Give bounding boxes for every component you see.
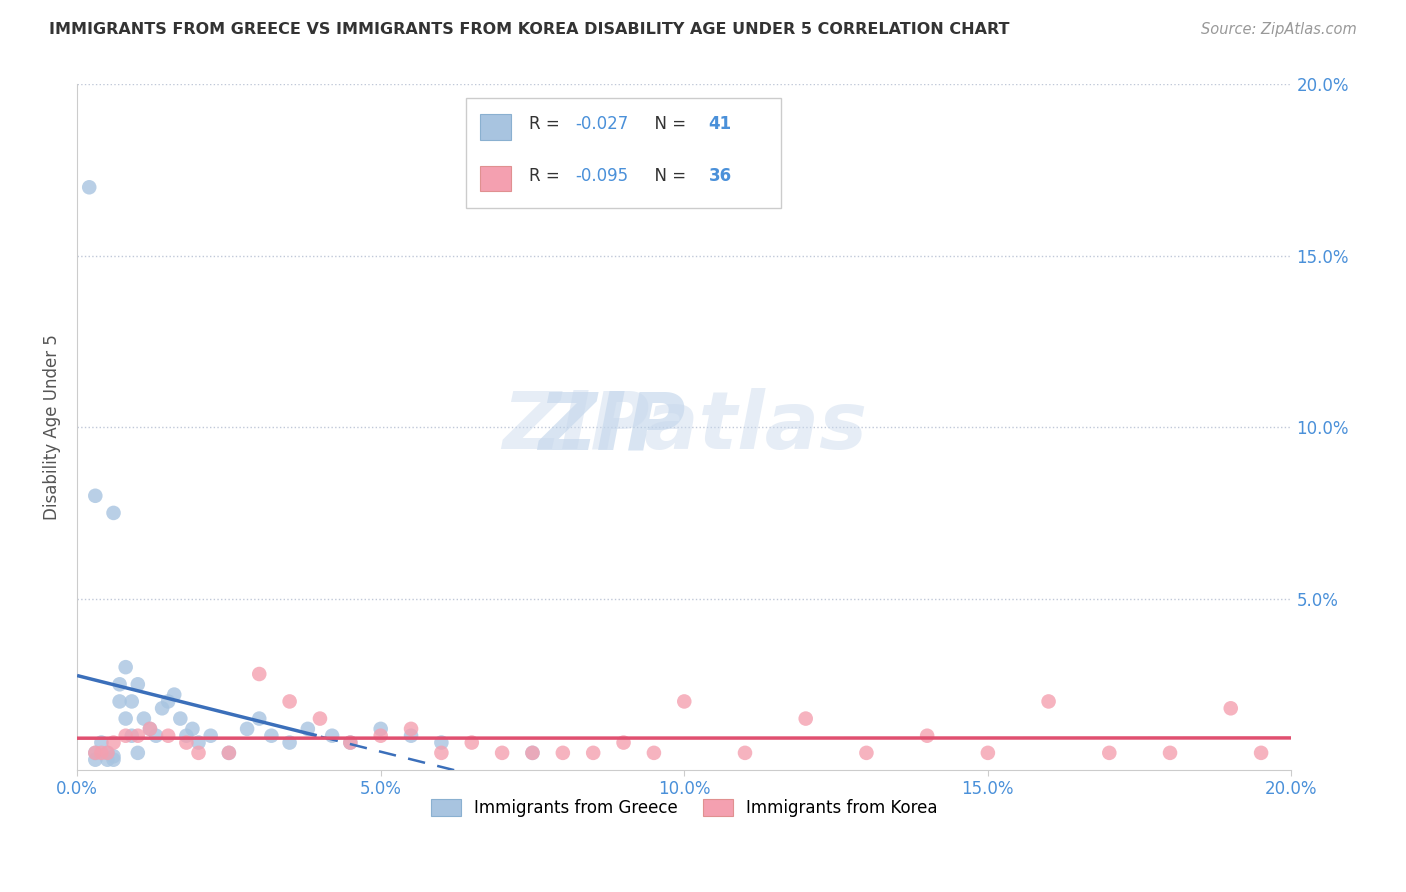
Point <box>491 746 513 760</box>
Point <box>176 735 198 749</box>
Y-axis label: Disability Age Under 5: Disability Age Under 5 <box>44 334 60 520</box>
Point <box>84 753 107 767</box>
Point <box>121 729 143 743</box>
Point <box>96 746 118 760</box>
Point <box>157 694 180 708</box>
Text: Source: ZipAtlas.com: Source: ZipAtlas.com <box>1201 22 1357 37</box>
Text: 41: 41 <box>709 115 731 133</box>
Point <box>90 735 112 749</box>
Point <box>551 746 574 760</box>
Point <box>157 729 180 743</box>
Point <box>181 722 204 736</box>
Point <box>339 735 361 749</box>
Point <box>127 729 149 743</box>
Point <box>1159 746 1181 760</box>
Point <box>1098 746 1121 760</box>
Point <box>121 694 143 708</box>
Point <box>114 660 136 674</box>
Text: -0.095: -0.095 <box>575 167 628 185</box>
Point <box>643 746 665 760</box>
Point <box>430 735 453 749</box>
Point <box>200 729 222 743</box>
Point <box>163 688 186 702</box>
Point <box>522 746 544 760</box>
Point <box>150 701 173 715</box>
FancyBboxPatch shape <box>481 166 510 192</box>
Text: 36: 36 <box>709 167 731 185</box>
Point <box>260 729 283 743</box>
Point <box>309 712 332 726</box>
Point <box>1219 701 1241 715</box>
Text: ZIP: ZIP <box>538 388 666 467</box>
Point <box>855 746 877 760</box>
Point <box>103 749 125 764</box>
Point <box>145 729 167 743</box>
FancyBboxPatch shape <box>465 98 782 208</box>
Point <box>247 667 270 681</box>
Text: R =: R = <box>529 115 565 133</box>
Text: N =: N = <box>644 167 692 185</box>
Point <box>90 746 112 760</box>
Point <box>187 735 209 749</box>
Point <box>297 722 319 736</box>
Point <box>794 712 817 726</box>
Point <box>132 712 155 726</box>
Point <box>103 506 125 520</box>
Point <box>673 694 696 708</box>
FancyBboxPatch shape <box>481 114 510 140</box>
Point <box>582 746 605 760</box>
Point <box>522 746 544 760</box>
Text: N =: N = <box>644 115 692 133</box>
Text: ZIP: ZIP <box>538 388 686 467</box>
Point <box>169 712 191 726</box>
Point <box>108 694 131 708</box>
Point <box>278 735 301 749</box>
Point <box>1250 746 1272 760</box>
Point <box>139 722 162 736</box>
Point <box>734 746 756 760</box>
Legend: Immigrants from Greece, Immigrants from Korea: Immigrants from Greece, Immigrants from … <box>425 792 945 823</box>
Point <box>430 746 453 760</box>
Point <box>977 746 1000 760</box>
Point <box>139 722 162 736</box>
Point <box>915 729 938 743</box>
Point <box>108 677 131 691</box>
Point <box>103 735 125 749</box>
Point <box>84 746 107 760</box>
Point <box>176 729 198 743</box>
Point <box>461 735 484 749</box>
Point <box>187 746 209 760</box>
Point <box>370 722 392 736</box>
Point <box>84 746 107 760</box>
Point <box>127 677 149 691</box>
Point <box>218 746 240 760</box>
Point <box>278 694 301 708</box>
Point <box>1038 694 1060 708</box>
Text: -0.027: -0.027 <box>575 115 628 133</box>
Point <box>370 729 392 743</box>
Point <box>399 722 422 736</box>
Point <box>77 180 100 194</box>
Point <box>236 722 259 736</box>
Point <box>96 746 118 760</box>
Point <box>321 729 343 743</box>
Point <box>247 712 270 726</box>
Point <box>339 735 361 749</box>
Point <box>103 753 125 767</box>
Point <box>84 489 107 503</box>
Point <box>96 753 118 767</box>
Point <box>218 746 240 760</box>
Text: ZIPatlas: ZIPatlas <box>502 388 866 467</box>
Point <box>114 729 136 743</box>
Point <box>612 735 634 749</box>
Text: IMMIGRANTS FROM GREECE VS IMMIGRANTS FROM KOREA DISABILITY AGE UNDER 5 CORRELATI: IMMIGRANTS FROM GREECE VS IMMIGRANTS FRO… <box>49 22 1010 37</box>
Point <box>114 712 136 726</box>
Text: R =: R = <box>529 167 565 185</box>
Point <box>399 729 422 743</box>
Point <box>127 746 149 760</box>
